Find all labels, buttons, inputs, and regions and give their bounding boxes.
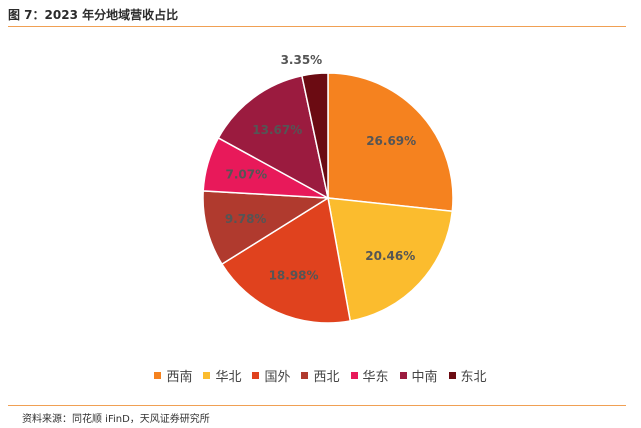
- data-label-7: 3.35%: [281, 53, 323, 67]
- pie-slices: [202, 72, 454, 324]
- data-label-4: 9.78%: [225, 212, 267, 226]
- legend-item: 华东: [350, 366, 389, 385]
- data-label-2: 20.46%: [365, 249, 415, 263]
- data-label-6: 13.67%: [252, 123, 302, 137]
- figure-title: 图 7：2023 年分地域营收占比: [8, 8, 179, 22]
- legend-label: 中南: [411, 370, 438, 385]
- legend-item: 国外: [252, 366, 290, 385]
- bottom-divider: [8, 405, 626, 406]
- chart-legend: 西南 华北 国外 西北 华东 中南 东北: [0, 366, 641, 385]
- legend-label: 华北: [215, 370, 242, 385]
- pie-slice-4: [202, 190, 331, 266]
- legend-swatch: [154, 372, 162, 379]
- pie-slice-7: [300, 72, 329, 199]
- legend-label: 国外: [264, 370, 291, 385]
- pie-chart: 26.69% 20.46% 18.98% 9.78% 7.07% 13.67% 3.35%: [202, 53, 454, 324]
- legend-label: 东北: [460, 370, 487, 385]
- legend-label: 西南: [166, 370, 193, 385]
- pie-labels: 26.69% 20.46% 18.98% 9.78% 7.07% 13.67% 3.35%: [225, 53, 416, 283]
- legend-item: 西北: [301, 366, 340, 385]
- pie-slice-1: [327, 72, 454, 213]
- legend-label: 西北: [313, 370, 340, 385]
- legend-swatch: [301, 372, 309, 379]
- top-divider: [8, 26, 626, 27]
- legend-swatch: [252, 372, 260, 379]
- legend-item: 西南: [154, 366, 192, 385]
- data-label-3: 18.98%: [269, 269, 319, 283]
- pie-slice-2: [327, 197, 454, 322]
- legend-item: 东北: [448, 366, 487, 385]
- legend-swatch: [350, 372, 358, 379]
- data-label-5: 7.07%: [225, 168, 267, 182]
- legend-swatch: [203, 372, 211, 379]
- pie-slice-3: [220, 196, 352, 324]
- legend-swatch: [399, 372, 407, 379]
- legend-label: 华东: [362, 370, 389, 385]
- legend-swatch: [448, 372, 456, 379]
- legend-item: 华北: [203, 366, 241, 385]
- legend-item: 中南: [399, 366, 438, 385]
- data-label-1: 26.69%: [366, 134, 416, 148]
- pie-slice-6: [217, 74, 330, 200]
- source-note: 资料来源：同花顺 iFinD，天风证券研究所: [22, 414, 210, 425]
